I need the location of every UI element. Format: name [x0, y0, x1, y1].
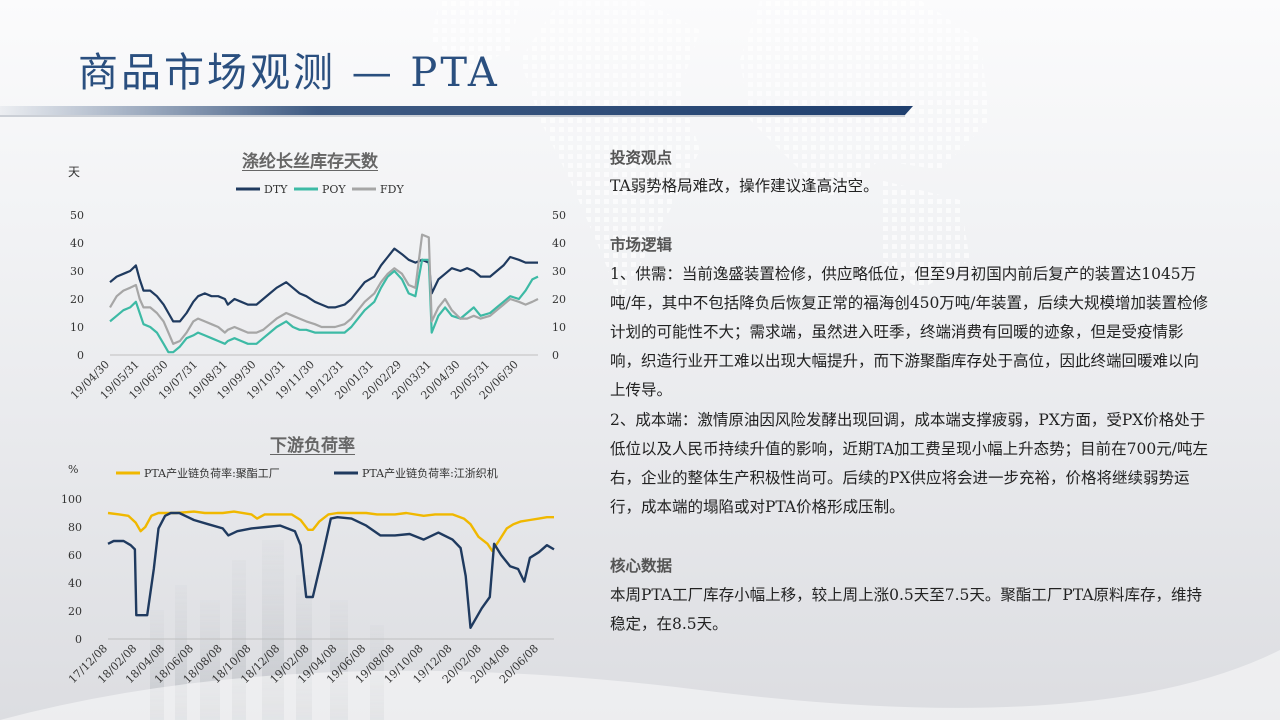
downstream-load-chart: 02040608010017/12/0818/02/0818/04/0818/0…	[61, 466, 555, 686]
section-heading: 核心数据	[610, 556, 673, 576]
legend-label: POY	[322, 183, 346, 196]
y-tick-label: 40	[70, 237, 84, 250]
y2-tick-label: 10	[552, 321, 566, 334]
y-tick-label: 50	[70, 209, 84, 222]
section-paragraph: 2、成本端：激情原油因风险发酵出现回调，成本端支撑疲弱，PX方面，受PX价格处于…	[610, 410, 1208, 517]
section-paragraph: 本周PTA工厂库存小幅上移，较上周上涨0.5天至7.5天。聚酯工厂PTA原料库存…	[610, 585, 1203, 633]
y2-tick-label: 40	[552, 237, 566, 250]
series-line-PTA产业链负荷率:江浙织机	[107, 511, 555, 629]
legend-label: FDY	[380, 183, 404, 196]
y-tick-label: 30	[70, 265, 84, 278]
y-tick-label: 100	[61, 493, 82, 506]
section-paragraph: TA弱势格局难改，操作建议逢高沽空。	[610, 177, 879, 196]
y2-tick-label: 30	[552, 265, 566, 278]
y-tick-label: 60	[68, 549, 82, 562]
chart1-y-unit: 天	[68, 165, 81, 179]
section-core-data: 核心数据 本周PTA工厂库存小幅上移，较上周上涨0.5天至7.5天。聚酯工厂PT…	[610, 551, 1210, 639]
legend-label: DTY	[264, 183, 288, 196]
header-band	[0, 106, 913, 117]
chart2-title: 下游负荷率	[270, 436, 355, 456]
y-tick-label: 0	[75, 633, 82, 646]
y-tick-label: 0	[77, 349, 84, 362]
chart1-title: 涤纶长丝库存天数	[242, 152, 378, 172]
legend-label: PTA产业链负荷率:聚酯工厂	[144, 466, 280, 480]
series-line-POY	[109, 258, 539, 354]
section-market-logic: 市场逻辑 1、供需：当前逸盛装置检修，供应略低位，但至9月初国内前后复产的装置达…	[610, 230, 1210, 522]
y2-tick-label: 0	[552, 349, 559, 362]
page-title: 商品市场观测 — PTA	[78, 50, 500, 96]
series-line-DTY	[109, 247, 538, 323]
section-heading: 投资观点	[610, 148, 673, 167]
y2-tick-label: 20	[552, 293, 566, 306]
section-heading: 市场逻辑	[610, 235, 673, 255]
section-investment-view: 投资观点 TA弱势格局难改，操作建议逢高沽空。	[610, 143, 1210, 201]
y-tick-label: 20	[68, 605, 82, 618]
analysis-panel: 投资观点 TA弱势格局难改，操作建议逢高沽空。 市场逻辑 1、供需：当前逸盛装置…	[610, 143, 1210, 639]
inventory-days-chart: 010203040500102030405019/04/3019/05/3119…	[68, 183, 566, 402]
y-tick-label: 80	[68, 521, 82, 534]
y-tick-label: 10	[70, 321, 84, 334]
y-tick-label: 20	[70, 293, 84, 306]
y2-tick-label: 50	[552, 209, 566, 222]
chart2-y-unit: %	[68, 463, 79, 476]
series-line-FDY	[109, 233, 539, 345]
legend-label: PTA产业链负荷率:江浙织机	[362, 466, 498, 480]
y-tick-label: 40	[68, 577, 82, 590]
section-paragraph: 1、供需：当前逸盛装置检修，供应略低位，但至9月初国内前后复产的装置达1045万…	[610, 264, 1209, 400]
